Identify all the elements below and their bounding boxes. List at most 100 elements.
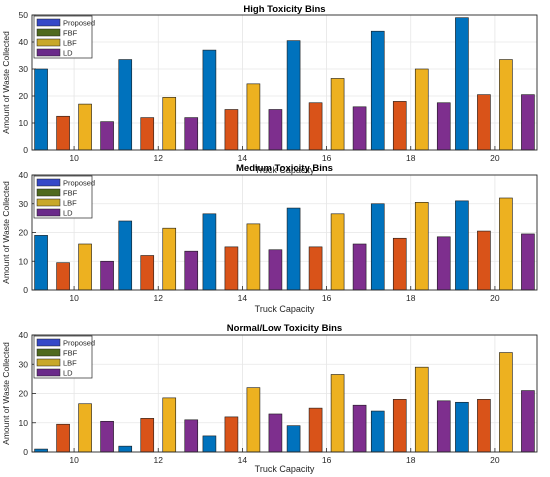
bar-ld-12: [184, 117, 199, 151]
legend-label-lbf: LBF: [63, 359, 77, 368]
legend-swatch-ld: [36, 368, 61, 377]
bar-fbf-18: [392, 101, 407, 151]
bar-lbf-20: [499, 59, 513, 151]
bar-ld-16: [352, 404, 367, 453]
y-tick-label: 10: [19, 256, 29, 266]
y-axis-label: Amount of Waste Collected: [1, 181, 11, 284]
bar-fbf-20: [477, 230, 491, 291]
y-tick-label: 40: [19, 37, 29, 47]
bar-proposed-10: [34, 235, 48, 291]
y-tick-label: 10: [19, 418, 29, 428]
x-axis-label: Truck Capacity: [255, 165, 315, 175]
x-tick-label: 18: [406, 153, 416, 163]
x-tick-label: 18: [406, 293, 416, 303]
bar-fbf-18: [392, 399, 407, 453]
legend-swatch-lbf: [36, 358, 61, 367]
bar-ld-14: [268, 249, 283, 291]
bar-proposed-20: [455, 200, 469, 291]
x-tick-label: 10: [69, 293, 79, 303]
legend-label-ld: LD: [63, 49, 73, 58]
bar-proposed-12: [118, 220, 133, 291]
axes-box: [31, 174, 538, 291]
legend-swatch-proposed: [36, 338, 61, 347]
legend-swatch-lbf: [36, 198, 61, 207]
x-tick-label: 12: [154, 455, 164, 465]
bar-ld-14: [268, 413, 283, 453]
legend-swatch-ld: [36, 208, 61, 217]
bar-proposed-12: [118, 445, 133, 453]
bar-fbf-14: [224, 109, 239, 151]
legend-label-fbf: FBF: [63, 29, 78, 38]
x-tick-label: 16: [322, 455, 332, 465]
y-tick-label: 20: [19, 91, 29, 101]
y-tick-label: 20: [19, 389, 29, 399]
bar-fbf-14: [224, 416, 239, 453]
plot-area: [32, 15, 537, 150]
bar-fbf-12: [140, 255, 155, 291]
y-tick-label: 0: [23, 145, 28, 155]
x-tick-label: 20: [490, 455, 500, 465]
bar-proposed-20: [455, 401, 469, 453]
x-axis-label: Truck Capacity: [255, 304, 315, 314]
chart-title: High Toxicity Bins: [243, 4, 325, 15]
chart-panel-3: 0 10 20 30 40 10 12 14 16 18 20 Normal/Low Toxicity…: [1, 323, 538, 474]
bar-proposed-10: [34, 68, 48, 151]
y-axis-label: Amount of Waste Collected: [1, 31, 11, 134]
bar-fbf-16: [308, 407, 323, 453]
y-tick-label: 40: [19, 330, 29, 340]
bar-fbf-12: [140, 117, 155, 151]
y-tick-label: 30: [19, 199, 29, 209]
bar-lbf-12: [162, 227, 177, 291]
legend-label-fbf: FBF: [63, 349, 78, 358]
y-tick-label: 30: [19, 64, 29, 74]
chart-panel-2: 0 10 20 30 40 10 12 14 16 18 20 Medium Toxicity Bin…: [1, 163, 538, 314]
bar-fbf-16: [308, 246, 323, 291]
x-tick-label: 18: [406, 455, 416, 465]
legend-swatch-lbf: [36, 38, 61, 47]
y-axis-label: Amount of Waste Collected: [1, 342, 11, 445]
bar-proposed-20: [455, 17, 469, 151]
legend-label-ld: LD: [63, 209, 73, 218]
legend-label-proposed: Proposed: [63, 339, 95, 348]
bar-lbf-14: [246, 83, 261, 151]
x-tick-label: 20: [490, 153, 500, 163]
bar-ld-10: [100, 260, 114, 291]
bar-proposed-14: [202, 213, 217, 291]
legend-label-lbf: LBF: [63, 199, 77, 208]
bar-lbf-10: [78, 403, 92, 453]
chart-panel-1: 0 10 20 30 40 50 10 12 14 16 18 20 High Toxicity Bin…: [1, 4, 538, 175]
y-tick-label: 30: [19, 359, 29, 369]
bar-lbf-14: [246, 387, 261, 453]
bar-ld-18: [436, 102, 451, 151]
bar-lbf-14: [246, 223, 261, 291]
y-tick-label: 0: [23, 447, 28, 457]
bar-proposed-14: [202, 435, 217, 453]
bar-ld-12: [184, 419, 199, 453]
legend-swatch-fbf: [36, 188, 61, 197]
bar-ld-20: [521, 390, 535, 453]
bar-fbf-12: [140, 418, 155, 453]
bar-ld-12: [184, 250, 199, 291]
legend-swatch-proposed: [36, 18, 61, 27]
bar-ld-20: [521, 233, 535, 291]
bar-fbf-10: [56, 115, 70, 151]
legend-swatch-ld: [36, 48, 61, 57]
x-tick-label: 16: [322, 153, 332, 163]
bar-fbf-10: [56, 262, 70, 291]
bar-ld-14: [268, 109, 283, 151]
legend-label-lbf: LBF: [63, 39, 77, 48]
bar-lbf-10: [78, 103, 92, 151]
x-tick-label: 14: [238, 153, 248, 163]
bar-proposed-12: [118, 59, 133, 151]
y-tick-label: 10: [19, 118, 29, 128]
chart-title: Normal/Low Toxicity Bins: [227, 323, 342, 334]
x-axis-label: Truck Capacity: [255, 464, 315, 474]
x-tick-label: 10: [69, 455, 79, 465]
bar-lbf-20: [499, 197, 513, 291]
bar-fbf-10: [56, 423, 70, 453]
x-tick-label: 10: [69, 153, 79, 163]
bar-lbf-18: [414, 366, 429, 453]
